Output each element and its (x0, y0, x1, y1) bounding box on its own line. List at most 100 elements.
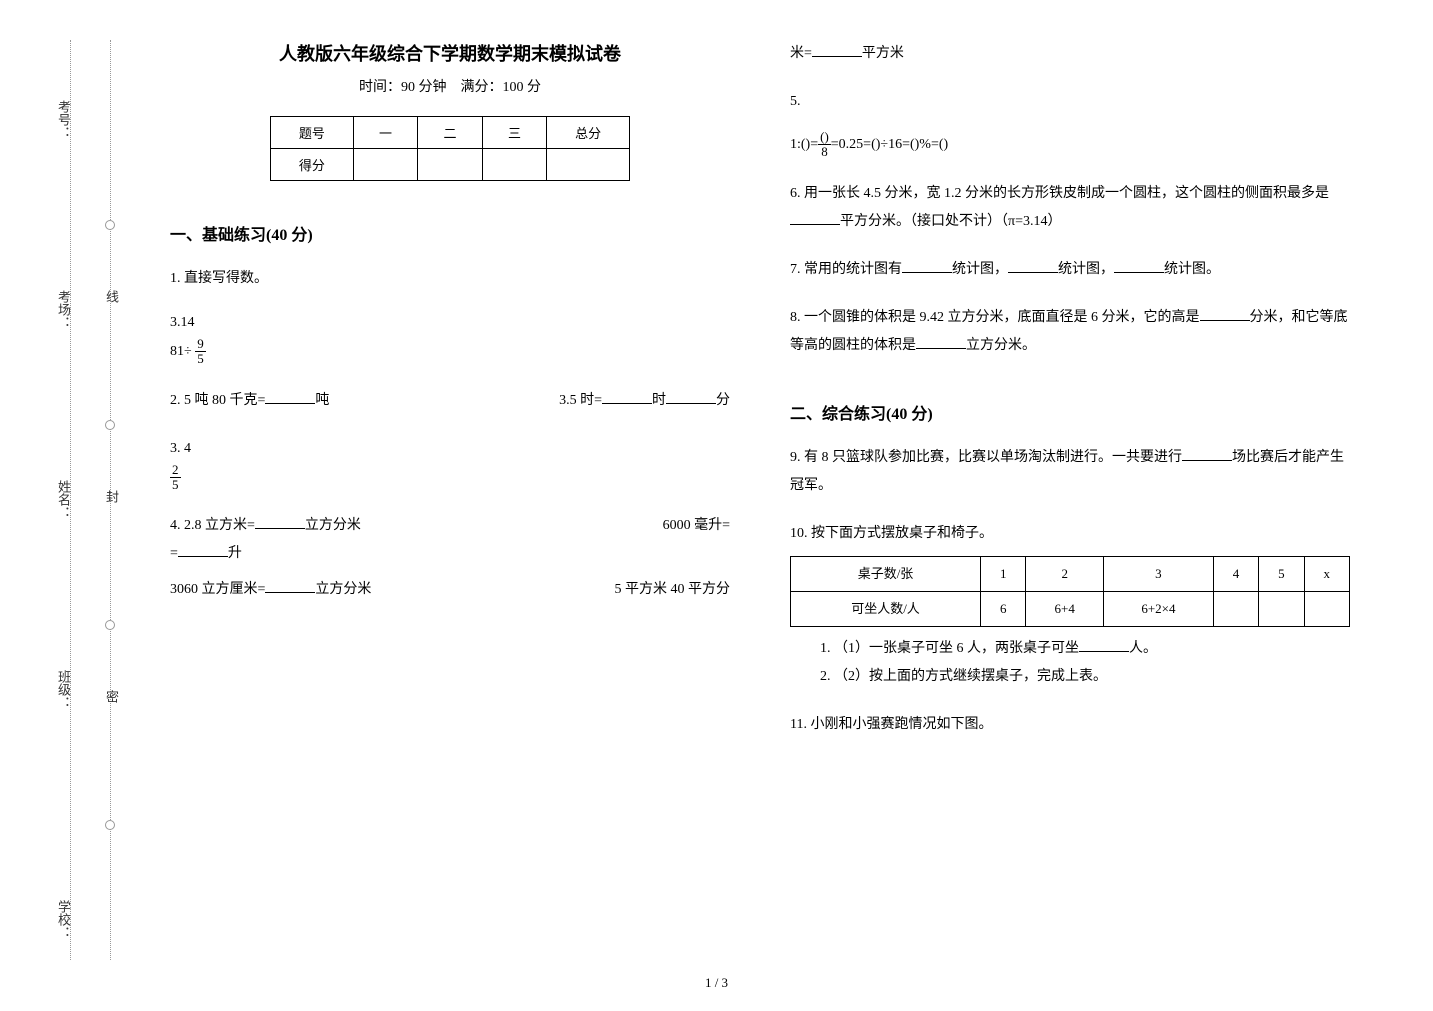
p4a-pre: 4. 2.8 立方米= (170, 518, 255, 533)
score-cell: 二 (418, 117, 483, 149)
p7-mid2: 统计图， (1058, 262, 1114, 277)
blank (812, 41, 862, 57)
p6-b: 平方分米。（接口处不计）（π=3.14） (840, 214, 1061, 229)
section-1-title: 一、基础练习(40 分) (170, 221, 730, 245)
score-cell: 总分 (547, 117, 630, 149)
problem-3-label: 3. 4 (170, 435, 730, 463)
table-cell: 5 (1259, 556, 1304, 591)
seal-char-feng: 封 (102, 490, 121, 503)
problem-6: 6. 用一张长 4.5 分米，宽 1.2 分米的长方形铁皮制成一个圆柱，这个圆柱… (790, 180, 1350, 236)
table-cell: 可坐人数/人 (791, 591, 981, 626)
fraction: 2 5 (170, 463, 181, 493)
blank (1008, 257, 1058, 273)
blank (255, 513, 305, 529)
p4b-pre: 6000 毫升= (663, 518, 730, 533)
p10-sub1-pre: 1. （1）一张桌子可坐 6 人，两张桌子可坐 (820, 641, 1079, 656)
frac-num: 2 (170, 463, 181, 478)
left-column: 人教版六年级综合下学期数学期末模拟试卷 时间：90 分钟 满分：100 分 题号… (170, 40, 730, 759)
exam-title: 人教版六年级综合下学期数学期末模拟试卷 (170, 40, 730, 66)
table-row: 桌子数/张 1 2 3 4 5 x (791, 556, 1350, 591)
blank (902, 257, 952, 273)
problem-11: 11. 小刚和小强赛跑情况如下图。 (790, 711, 1350, 739)
problem-1-line2a: 81÷ (170, 344, 192, 359)
score-cell (482, 149, 547, 181)
table-cell: 6 (981, 591, 1026, 626)
p4cont-pre: 米= (790, 46, 812, 61)
table-cell: 6+4 (1026, 591, 1104, 626)
table-cell: 6+2×4 (1104, 591, 1214, 626)
p8-c: 立方分米。 (966, 338, 1036, 353)
table-cell (1304, 591, 1349, 626)
blank (265, 388, 315, 404)
p4c-pre: 3060 立方厘米= (170, 582, 265, 597)
frac-num: 9 (195, 337, 206, 352)
score-cell (353, 149, 418, 181)
problem-10: 10. 按下面方式摆放桌子和椅子。 桌子数/张 1 2 3 4 5 x 可坐人数… (790, 520, 1350, 691)
p4a-post: 立方分米 (305, 518, 361, 533)
exam-subtitle: 时间：90 分钟 满分：100 分 (170, 76, 730, 96)
content-area: 人教版六年级综合下学期数学期末模拟试卷 时间：90 分钟 满分：100 分 题号… (170, 40, 1390, 759)
binding-margin: 考号： 考场： 姓名： 班级： 学校： 线 封 密 (60, 40, 120, 960)
p4d-pre: 5 平方米 40 平方分 (615, 576, 731, 604)
right-column: 米=平方米 5. 1:()=()8=0.25=()÷16=()%=() 6. 用… (790, 40, 1350, 759)
problem-8: 8. 一个圆锥的体积是 9.42 立方分米，底面直径是 6 分米，它的高是分米，… (790, 304, 1350, 360)
table-cell: 4 (1213, 556, 1258, 591)
table-cell: 2 (1026, 556, 1104, 591)
problem-2: 2. 5 吨 80 千克=吨 3.5 时=时分 (170, 387, 730, 415)
frac-den: 8 (818, 145, 831, 159)
blank (178, 541, 228, 557)
frac-num: () (818, 130, 831, 145)
p2b-pre: 3.5 时= (559, 393, 602, 408)
score-cell (547, 149, 630, 181)
frac-den: 5 (195, 352, 206, 366)
p10-sub1-post: 人。 (1129, 641, 1157, 656)
problem-4-cont: 米= 平方米 (790, 40, 1350, 68)
seal-char-line: 线 (102, 290, 121, 303)
blank (916, 333, 966, 349)
fraction: 9 5 (195, 337, 206, 367)
seal-char-mi: 密 (102, 690, 121, 703)
table-cell: 桌子数/张 (791, 556, 981, 591)
blank (265, 577, 315, 593)
problem-10-label: 10. 按下面方式摆放桌子和椅子。 (790, 520, 1350, 548)
table-cell (1259, 591, 1304, 626)
problem-1-line1: 3.14 (170, 309, 730, 337)
p4cont-post: 平方米 (862, 46, 904, 61)
p2b-post: 分 (716, 393, 730, 408)
score-row-header: 题号 一 二 三 总分 (271, 117, 630, 149)
score-cell (418, 149, 483, 181)
blank (1182, 445, 1232, 461)
p6-a: 6. 用一张长 4.5 分米，宽 1.2 分米的长方形铁皮制成一个圆柱，这个圆柱… (790, 186, 1329, 201)
fraction: ()8 (818, 130, 831, 160)
section-2-title: 二、综合练习(40 分) (790, 400, 1350, 424)
margin-label-room: 考场： (54, 290, 73, 329)
blank (790, 209, 840, 225)
blank (602, 388, 652, 404)
score-table: 题号 一 二 三 总分 得分 (270, 116, 630, 181)
margin-label-examnum: 考号： (54, 100, 73, 139)
score-cell: 题号 (271, 117, 354, 149)
blank (666, 388, 716, 404)
p2a-post: 吨 (315, 393, 329, 408)
p4b-post: 升 (228, 546, 242, 561)
p10-sub2: 2. （2）按上面的方式继续摆桌子，完成上表。 (820, 663, 1350, 691)
p5-pre: 1:()= (790, 137, 818, 152)
p10-table: 桌子数/张 1 2 3 4 5 x 可坐人数/人 6 6+4 6+2×4 (790, 556, 1350, 627)
blank (1079, 636, 1129, 652)
score-cell: 一 (353, 117, 418, 149)
score-row-values: 得分 (271, 149, 630, 181)
table-cell: 1 (981, 556, 1026, 591)
p7-post: 统计图。 (1164, 262, 1220, 277)
p5-post: =0.25=()÷16=()%=() (831, 137, 948, 152)
p9-a: 9. 有 8 只篮球队参加比赛，比赛以单场淘汰制进行。一共要进行 (790, 450, 1182, 465)
frac-den: 5 (170, 478, 181, 492)
p7-mid1: 统计图， (952, 262, 1008, 277)
margin-label-school: 学校： (54, 900, 73, 939)
page-number: 1 / 3 (705, 975, 728, 991)
p2a-pre: 2. 5 吨 80 千克= (170, 393, 265, 408)
margin-label-class: 班级： (54, 670, 73, 709)
p8-a: 8. 一个圆锥的体积是 9.42 立方分米，底面直径是 6 分米，它的高是 (790, 310, 1200, 325)
table-row: 可坐人数/人 6 6+4 6+2×4 (791, 591, 1350, 626)
table-cell (1213, 591, 1258, 626)
score-cell: 得分 (271, 149, 354, 181)
